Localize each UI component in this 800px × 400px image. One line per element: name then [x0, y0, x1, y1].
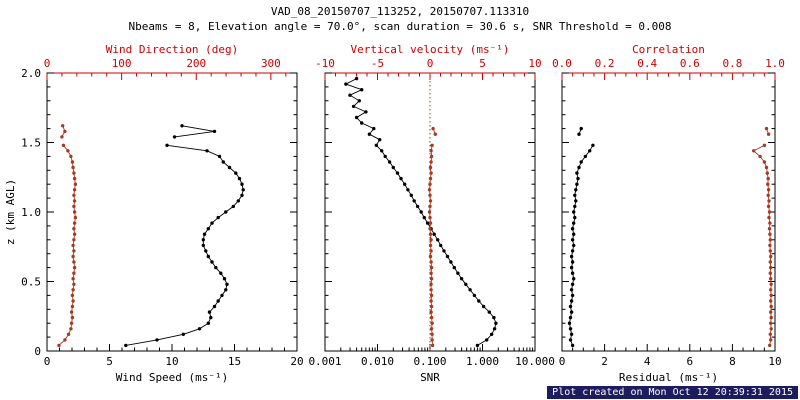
svg-text:4: 4: [644, 355, 651, 368]
svg-text:0.100: 0.100: [413, 355, 446, 368]
svg-text:1.5: 1.5: [21, 137, 41, 150]
svg-text:0.001: 0.001: [308, 355, 341, 368]
svg-text:z (km AGL): z (km AGL): [4, 179, 17, 245]
svg-text:0.5: 0.5: [21, 276, 41, 289]
plot-title: VAD_08_20150707_113252, 20150707.113310: [270, 5, 530, 18]
svg-text:0.0: 0.0: [552, 57, 572, 70]
svg-text:SNR: SNR: [420, 371, 440, 384]
svg-text:0.6: 0.6: [680, 57, 700, 70]
svg-text:10.000: 10.000: [515, 355, 555, 368]
svg-text:Vertical velocity (ms⁻¹): Vertical velocity (ms⁻¹): [351, 43, 510, 56]
svg-text:5: 5: [479, 57, 486, 70]
plot-subtitle: Nbeams = 8, Elevation angle = 70.0°, sca…: [128, 20, 672, 33]
svg-text:0: 0: [44, 57, 51, 70]
svg-text:200: 200: [186, 57, 206, 70]
svg-text:Wind Speed (ms⁻¹): Wind Speed (ms⁻¹): [116, 371, 229, 384]
svg-text:6: 6: [686, 355, 693, 368]
svg-text:100: 100: [112, 57, 132, 70]
svg-text:15: 15: [228, 355, 241, 368]
svg-text:8: 8: [729, 355, 736, 368]
svg-text:-10: -10: [315, 57, 335, 70]
svg-text:1.000: 1.000: [466, 355, 499, 368]
plot-created-timestamp: Plot created on Mon Oct 12 20:39:31 2015: [547, 386, 798, 399]
svg-text:0.8: 0.8: [722, 57, 742, 70]
svg-text:10: 10: [768, 355, 781, 368]
svg-text:20: 20: [290, 355, 303, 368]
svg-text:Residual (ms⁻¹): Residual (ms⁻¹): [619, 371, 718, 384]
svg-text:2.0: 2.0: [21, 67, 41, 80]
svg-text:Correlation: Correlation: [632, 43, 705, 56]
svg-text:10: 10: [165, 355, 178, 368]
svg-text:10: 10: [528, 57, 541, 70]
svg-text:0: 0: [427, 57, 434, 70]
svg-text:5: 5: [106, 355, 113, 368]
svg-text:0: 0: [559, 355, 566, 368]
svg-text:2: 2: [601, 355, 608, 368]
svg-text:0: 0: [44, 355, 51, 368]
svg-text:1.0: 1.0: [21, 206, 41, 219]
svg-text:300: 300: [261, 57, 281, 70]
svg-text:1.0: 1.0: [765, 57, 785, 70]
svg-text:0: 0: [34, 345, 41, 358]
svg-text:0.010: 0.010: [361, 355, 394, 368]
svg-text:0.2: 0.2: [595, 57, 615, 70]
svg-text:Wind Direction (deg): Wind Direction (deg): [106, 43, 238, 56]
svg-text:0.4: 0.4: [637, 57, 657, 70]
svg-text:-5: -5: [371, 57, 384, 70]
